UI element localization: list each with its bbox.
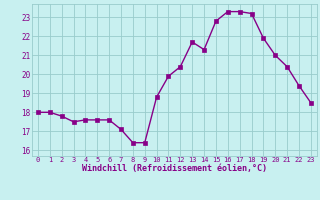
X-axis label: Windchill (Refroidissement éolien,°C): Windchill (Refroidissement éolien,°C) [82, 164, 267, 173]
